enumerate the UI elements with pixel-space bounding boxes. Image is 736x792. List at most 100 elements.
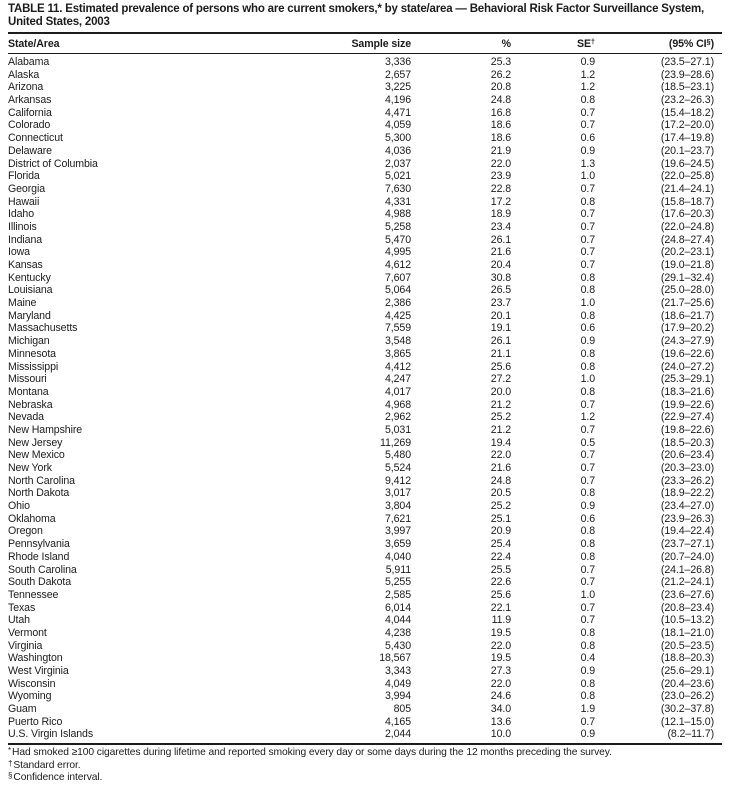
percent-cell: 21.1 — [490, 347, 511, 360]
percent-cell: 25.6 — [490, 360, 511, 373]
percent-cell: 21.6 — [490, 462, 511, 474]
sample-size-cell: 3,548 — [384, 335, 411, 348]
state-cell: California — [8, 106, 52, 119]
se-cell: 0.8 — [580, 677, 595, 690]
state-cell: Louisiana — [8, 284, 53, 297]
ci-cell: (20.7–24.0) — [660, 550, 714, 563]
table-row: New Jersey 11,269 19.4 0.5 (18.5–20.3) — [8, 437, 722, 450]
state-cell: South Dakota — [8, 576, 71, 589]
se-cell: 0.7 — [580, 601, 595, 614]
table-row: Maryland 4,425 20.1 0.8 (18.6–21.7) — [8, 310, 722, 323]
table-row: Arkansas 4,196 24.8 0.8 (23.2–26.3) — [8, 94, 722, 107]
percent-cell: 17.2 — [490, 195, 511, 208]
se-cell: 0.8 — [580, 385, 595, 398]
state-cell: Oklahoma — [8, 512, 56, 525]
percent-cell: 24.6 — [490, 690, 511, 703]
ci-cell: (17.9–20.2) — [660, 322, 714, 335]
sample-size-cell: 5,524 — [384, 462, 411, 474]
se-cell: 0.8 — [580, 550, 595, 563]
se-cell: 1.3 — [580, 157, 595, 170]
col-header-se: SE† — [511, 33, 595, 54]
state-cell: Missouri — [8, 373, 47, 386]
table-row: Wyoming 3,994 24.6 0.8 (23.0–26.2) — [8, 690, 722, 703]
state-cell: Wisconsin — [8, 677, 56, 690]
footnote-text: Confidence interval. — [13, 771, 103, 783]
percent-cell: 20.8 — [490, 81, 511, 94]
se-cell: 0.7 — [580, 208, 595, 221]
se-cell: 0.8 — [580, 690, 595, 703]
percent-cell: 18.9 — [490, 208, 511, 221]
state-cell: West Virginia — [8, 665, 69, 677]
footnote-marker: * — [8, 746, 12, 756]
percent-cell: 24.8 — [490, 474, 511, 487]
percent-cell: 27.2 — [490, 373, 511, 386]
se-cell: 0.9 — [580, 665, 595, 677]
se-cell: 0.7 — [580, 106, 595, 119]
state-cell: North Dakota — [8, 487, 70, 500]
se-cell: 0.7 — [580, 563, 595, 576]
sample-size-cell: 11,269 — [379, 436, 411, 449]
sample-size-cell: 7,621 — [384, 512, 411, 525]
percent-cell: 13.6 — [490, 715, 511, 728]
state-cell: Delaware — [8, 144, 52, 157]
state-cell: New Mexico — [8, 449, 65, 462]
footnote: §Confidence interval. — [8, 771, 724, 784]
table-row: Massachusetts 7,559 19.1 0.6 (17.9–20.2) — [8, 322, 722, 335]
percent-cell: 23.4 — [490, 220, 511, 233]
ci-cell: (22.0–25.8) — [660, 170, 714, 183]
ci-cell: (23.0–26.2) — [660, 690, 714, 703]
percent-cell: 19.4 — [490, 436, 511, 449]
ci-label: (95% CI — [668, 38, 707, 50]
ci-cell: (23.5–27.1) — [660, 56, 714, 68]
table-row: Puerto Rico 4,165 13.6 0.7 (12.1–15.0) — [8, 716, 722, 729]
table-row: Texas 6,014 22.1 0.7 (20.8–23.4) — [8, 602, 722, 615]
ci-cell: (18.5–20.3) — [660, 436, 714, 449]
footnotes: *Had smoked ≥100 cigarettes during lifet… — [8, 747, 724, 784]
sample-size-cell: 5,480 — [384, 449, 411, 462]
table-row: New Hampshire 5,031 21.2 0.7 (19.8–22.6) — [8, 424, 722, 437]
sample-size-cell: 5,470 — [384, 233, 411, 246]
state-cell: Pennsylvania — [8, 538, 70, 551]
se-cell: 0.7 — [580, 576, 595, 589]
footnote: *Had smoked ≥100 cigarettes during lifet… — [8, 747, 724, 759]
percent-cell: 22.8 — [490, 182, 511, 195]
sample-size-cell: 3,994 — [384, 690, 411, 703]
percent-cell: 26.5 — [490, 284, 511, 297]
table-row: Georgia 7,630 22.8 0.7 (21.4–24.1) — [8, 183, 722, 196]
percent-cell: 24.8 — [490, 94, 511, 107]
state-cell: Vermont — [8, 626, 47, 639]
se-cell: 1.0 — [580, 588, 595, 601]
col-header-ci: (95% CI§) — [595, 33, 722, 54]
percent-cell: 25.5 — [490, 563, 511, 576]
se-cell: 0.7 — [580, 398, 595, 411]
state-cell: Virginia — [8, 639, 43, 652]
percent-cell: 16.8 — [490, 106, 511, 119]
percent-cell: 10.0 — [490, 728, 511, 741]
sample-size-cell: 18,567 — [379, 652, 411, 665]
table-row: Alabama 3,336 25.3 0.9 (23.5–27.1) — [8, 54, 722, 69]
sample-size-cell: 5,031 — [384, 423, 411, 436]
sample-size-cell: 4,040 — [384, 550, 411, 563]
ci-cell: (19.6–24.5) — [660, 157, 714, 170]
sample-size-cell: 3,343 — [384, 665, 411, 677]
table-row: Hawaii 4,331 17.2 0.8 (15.8–18.7) — [8, 196, 722, 209]
se-cell: 1.2 — [580, 411, 595, 424]
percent-cell: 25.2 — [490, 411, 511, 424]
state-cell: Michigan — [8, 335, 50, 348]
table-row: Wisconsin 4,049 22.0 0.8 (20.4–23.6) — [8, 678, 722, 691]
se-cell: 0.9 — [580, 500, 595, 513]
ci-cell: (15.4–18.2) — [660, 106, 714, 119]
table-row: Indiana 5,470 26.1 0.7 (24.8–27.4) — [8, 234, 722, 247]
state-cell: New Jersey — [8, 436, 63, 449]
state-cell: Georgia — [8, 182, 45, 195]
se-cell: 0.7 — [580, 449, 595, 462]
ci-cell: (15.8–18.7) — [660, 195, 714, 208]
se-cell: 0.8 — [580, 538, 595, 551]
ci-cell: (17.6–20.3) — [660, 208, 714, 221]
percent-cell: 25.1 — [490, 512, 511, 525]
se-cell: 1.0 — [580, 297, 595, 310]
state-cell: Oregon — [8, 525, 43, 538]
state-cell: District of Columbia — [8, 157, 98, 170]
sample-size-cell: 5,258 — [384, 220, 411, 233]
